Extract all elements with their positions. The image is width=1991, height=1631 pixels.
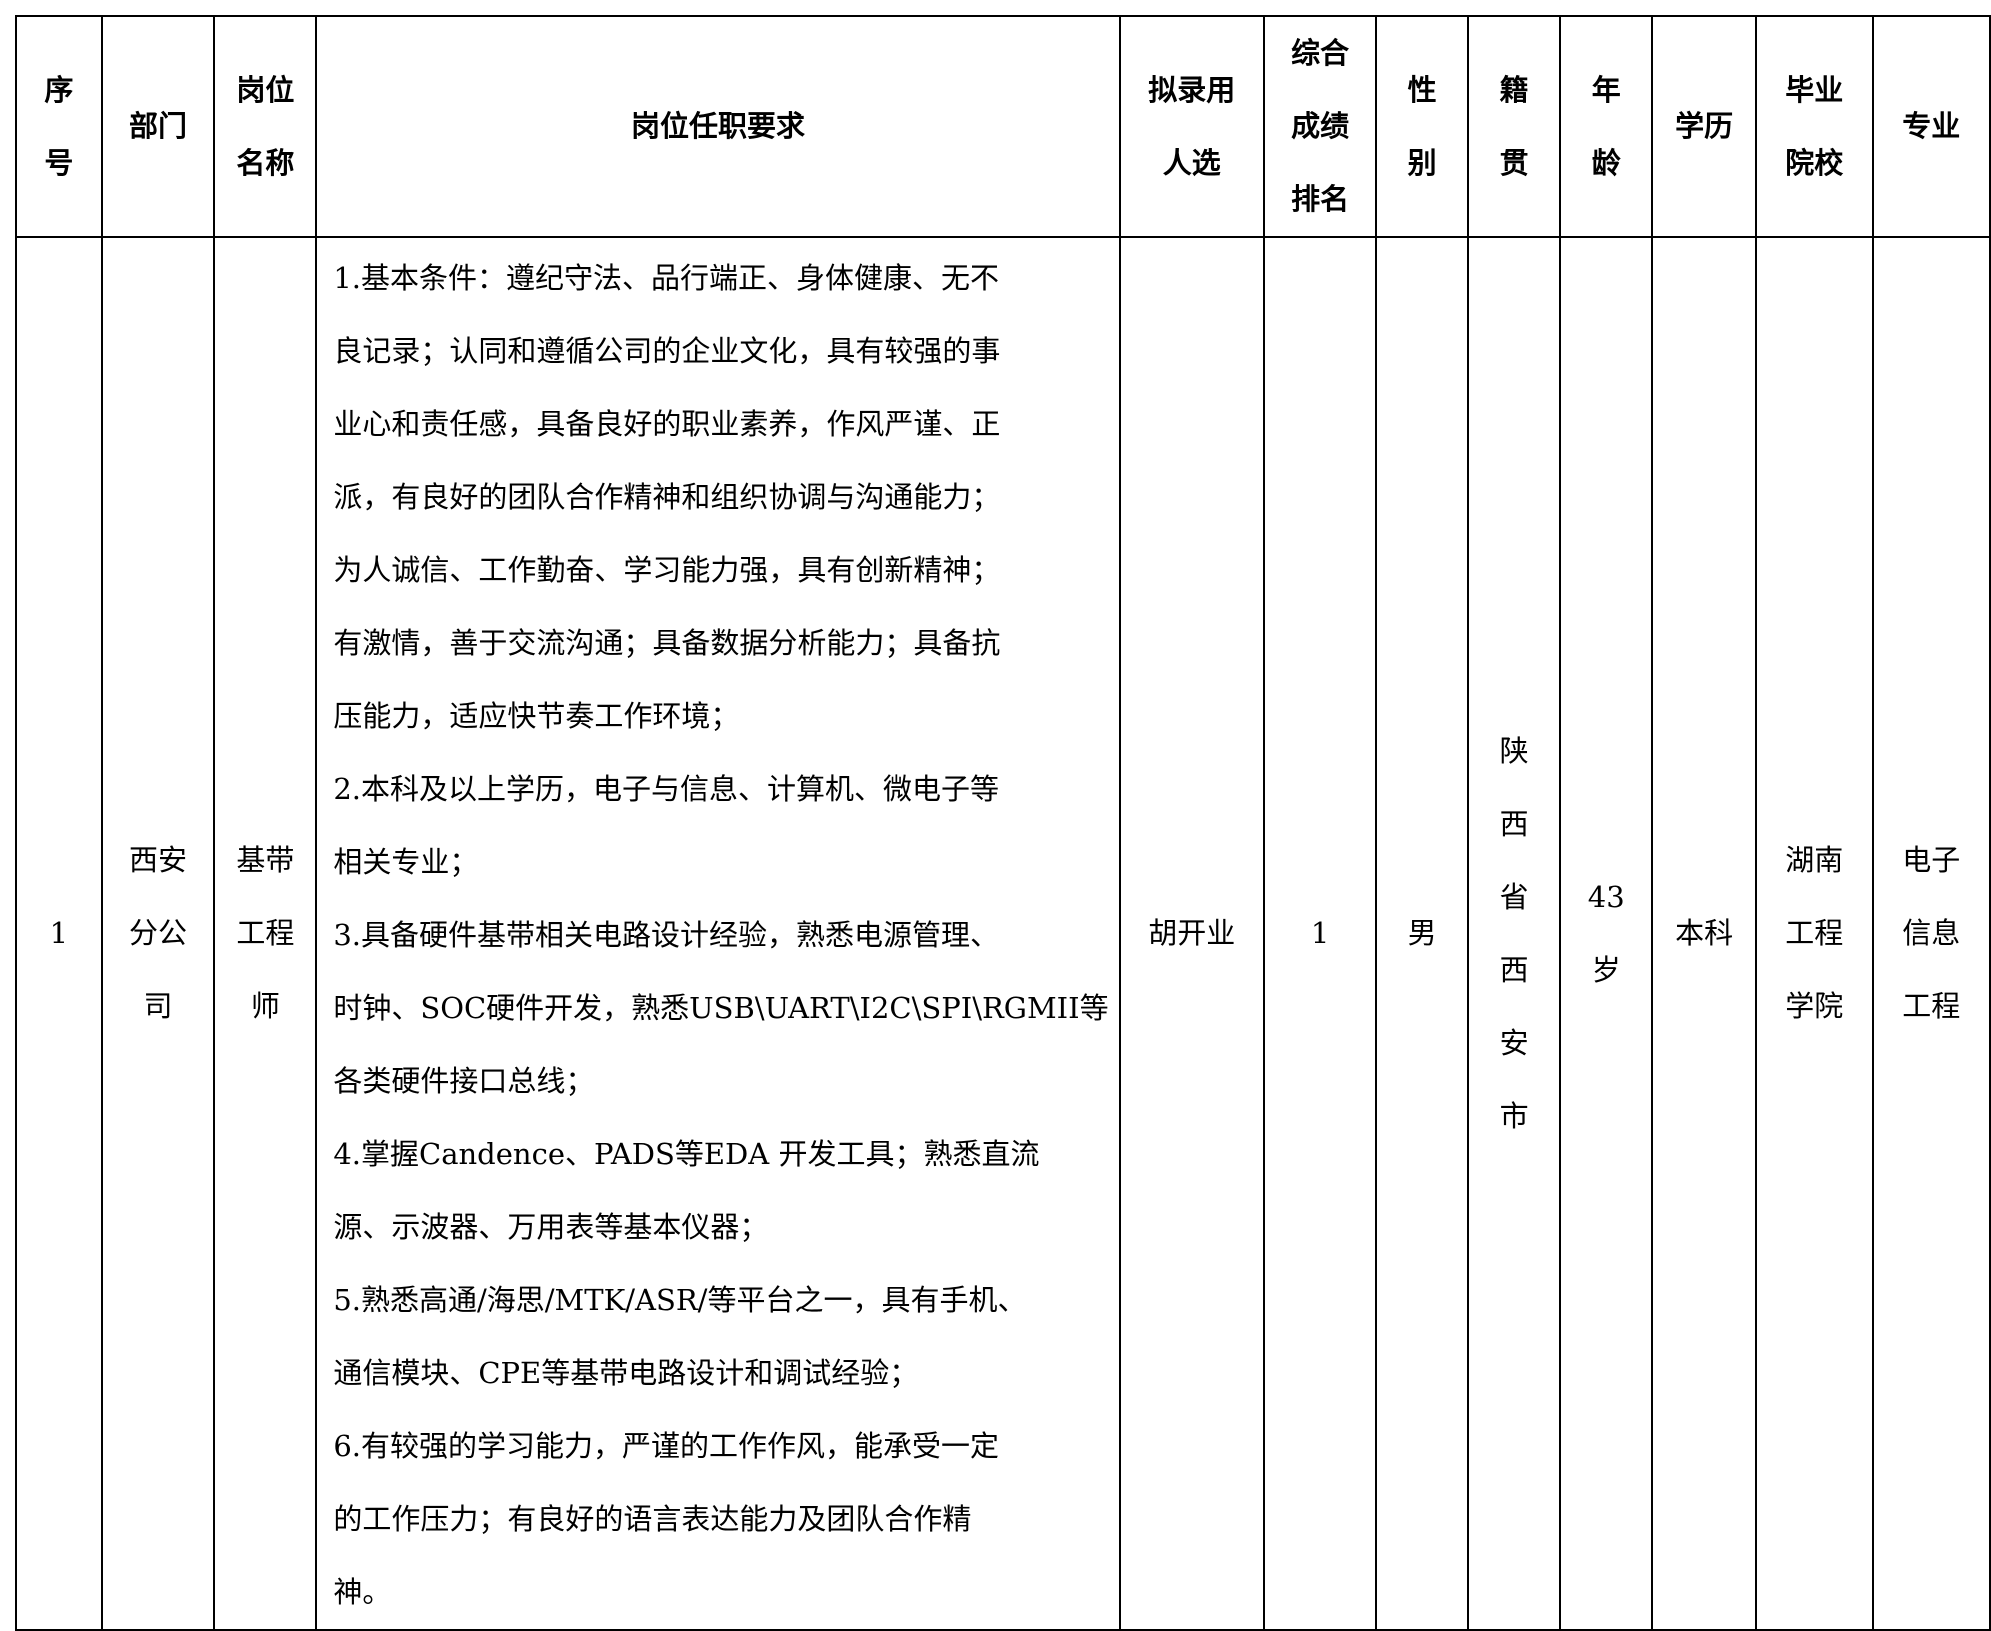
requirements-line: 的工作压力；有良好的语言表达能力及团队合作精	[333, 1502, 972, 1536]
requirements-line: 时钟、SOC硬件开发，熟悉USB\UART\I2C\SPI\RGMII等	[333, 991, 1109, 1025]
header-text: 岗位	[236, 72, 295, 107]
header-row: 序号部门 岗位 名称 岗位任职要求 拟录用 人选 综合 成绩 排名性别籍贯年龄学历 毕业 院校 专业	[15, 15, 1991, 238]
requirements-line: 神。	[333, 1575, 392, 1609]
requirements-line: 3.具备硬件基带相关电路设计经验，熟悉电源管理、	[333, 918, 1000, 952]
requirements-line: 通信模块、CPE等基带电路设计和调试经验；	[333, 1356, 919, 1390]
cell-index: 1	[15, 236, 103, 1631]
header-text: 综合	[1291, 36, 1350, 70]
header-text: 毕业	[1785, 72, 1844, 107]
header-text: 籍	[1499, 72, 1529, 107]
column-header: 性别	[1375, 15, 1469, 238]
age-line: 43	[1587, 879, 1625, 914]
requirements-line: 相关专业；	[333, 845, 479, 879]
age-line: 岁	[1591, 952, 1621, 987]
header-text: 性	[1407, 72, 1437, 107]
requirements-line: 6.有较强的学习能力，严谨的工作作风，能承受一定	[333, 1429, 1000, 1463]
requirements-line: 5.熟悉高通/海思/MTK/ASR/等平台之一，具有手机、	[333, 1283, 1027, 1317]
column-header: 毕业 院校	[1755, 15, 1874, 238]
cell-candidate: 胡开业	[1118, 236, 1265, 1631]
column-header: 岗位任职要求	[315, 15, 1121, 238]
position-line: 师	[250, 989, 280, 1023]
department-line: 西安	[129, 843, 188, 877]
requirements-line: 压能力，适应快节奏工作环境；	[333, 699, 740, 733]
major-line: 工程	[1902, 989, 1961, 1023]
column-header: 岗位 名称	[213, 15, 318, 238]
cell-native-place: 陕西省西安市	[1466, 236, 1562, 1631]
cell-age: 43 岁	[1559, 236, 1654, 1631]
header-text: 人选	[1162, 145, 1221, 180]
position-line: 基带	[236, 843, 295, 877]
requirements-line: 2.本科及以上学历，电子与信息、计算机、微电子等	[333, 772, 1000, 806]
header-text: 成绩	[1291, 109, 1350, 143]
native-place-line: 省	[1499, 879, 1529, 914]
cell-rank: 1	[1262, 236, 1378, 1631]
header-text: 序	[44, 72, 74, 107]
header-text: 院校	[1785, 145, 1844, 180]
requirements-line: 4.掌握Candence、PADS等EDA 开发工具；熟悉直流	[333, 1137, 1040, 1171]
column-header: 专业	[1871, 15, 1991, 238]
header-text: 部门	[129, 109, 188, 143]
major-line: 电子	[1902, 843, 1961, 877]
header-text: 岗位任职要求	[630, 109, 805, 143]
requirements-line: 良记录；认同和遵循公司的企业文化，具有较强的事	[333, 334, 1001, 368]
column-header: 综合 成绩 排名	[1262, 15, 1378, 238]
column-header: 学历	[1651, 15, 1758, 238]
column-header: 序号	[15, 15, 103, 238]
index-line: 1	[49, 916, 69, 950]
native-place-line: 西	[1499, 806, 1529, 841]
column-header: 年龄	[1559, 15, 1654, 238]
header-text: 名称	[236, 145, 295, 180]
header-text: 专业	[1902, 109, 1961, 143]
requirements-line: 为人诚信、工作勤奋、学习能力强，具有创新精神；	[333, 553, 1001, 587]
school-line: 学院	[1785, 989, 1844, 1023]
header-text: 别	[1407, 145, 1437, 180]
major-line: 信息	[1902, 916, 1961, 950]
department-line: 分公	[129, 916, 188, 950]
requirements-line: 业心和责任感，具备良好的职业素养，作风严谨、正	[333, 407, 1001, 441]
education-line: 本科	[1675, 916, 1734, 950]
recruitment-table: 序号部门 岗位 名称 岗位任职要求 拟录用 人选 综合 成绩 排名性别籍贯年龄学历 毕业 院校 专业 …	[15, 15, 1991, 1631]
rank-line: 1	[1310, 916, 1330, 950]
table-row: 1 西安 分公司 基带 工程师 1.基本条件：遵纪守法、品行端正、身体健康、无不 良记…	[15, 236, 1991, 1631]
cell-school: 湖南 工程 学院	[1755, 236, 1874, 1631]
header-text: 号	[44, 145, 74, 180]
school-line: 湖南	[1785, 843, 1844, 877]
header-text: 学历	[1675, 109, 1734, 143]
cell-position: 基带 工程师	[213, 236, 318, 1631]
column-header: 籍贯	[1466, 15, 1562, 238]
cell-department: 西安 分公司	[100, 236, 216, 1631]
cell-education: 本科	[1651, 236, 1758, 1631]
header-text: 排名	[1291, 182, 1350, 216]
native-place-line: 市	[1499, 1098, 1529, 1133]
column-header: 部门	[100, 15, 216, 238]
cell-requirements: 1.基本条件：遵纪守法、品行端正、身体健康、无不 良记录；认同和遵循公司的企业文化…	[315, 236, 1121, 1631]
school-line: 工程	[1785, 916, 1844, 950]
department-line: 司	[143, 989, 173, 1023]
requirements-line: 源、示波器、万用表等基本仪器；	[333, 1210, 769, 1244]
requirements-line: 派，有良好的团队合作精神和组织协调与沟通能力；	[333, 480, 1001, 514]
header-text: 拟录用	[1148, 72, 1236, 107]
requirements-line: 有激情，善于交流沟通；具备数据分析能力；具备抗	[333, 626, 1001, 660]
requirements-line: 各类硬件接口总线；	[333, 1064, 595, 1098]
column-header: 拟录用 人选	[1118, 15, 1265, 238]
cell-gender: 男	[1375, 236, 1469, 1631]
native-place-line: 陕	[1499, 733, 1529, 768]
requirements-line: 1.基本条件：遵纪守法、品行端正、身体健康、无不	[333, 261, 1000, 295]
header-text: 年	[1591, 72, 1621, 107]
cell-major: 电子 信息 工程	[1871, 236, 1991, 1631]
header-text: 贯	[1499, 145, 1529, 180]
native-place-line: 西	[1499, 952, 1529, 987]
header-text: 龄	[1591, 145, 1621, 180]
gender-line: 男	[1407, 916, 1437, 950]
candidate-line: 胡开业	[1148, 916, 1236, 950]
native-place-line: 安	[1499, 1025, 1529, 1060]
position-line: 工程	[236, 916, 295, 950]
